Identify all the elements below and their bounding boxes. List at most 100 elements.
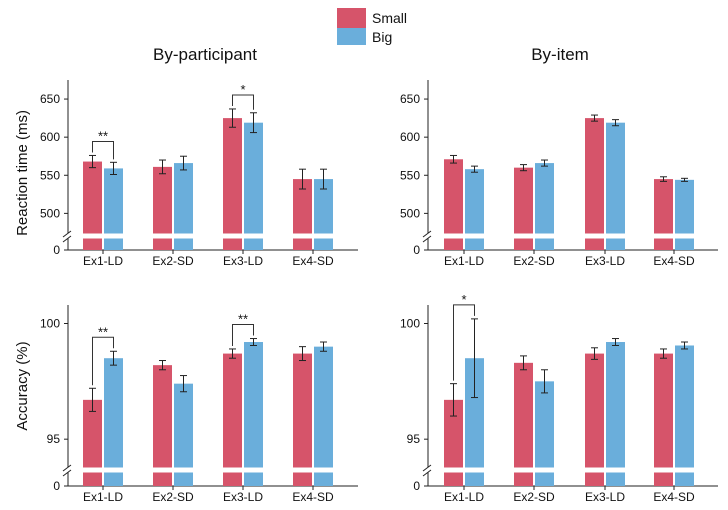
chart-panel-rt-item: 500 550 600 650 0 Ex1-LD Ex2-SD Ex3-LD Ex4-SD: [400, 80, 720, 268]
bar-small: [514, 362, 533, 486]
bar-small: [223, 118, 242, 250]
x-tick-label: Ex4-SD: [292, 490, 334, 504]
bar-small: [83, 399, 102, 486]
axis-break-mark: [62, 469, 72, 477]
x-tick-label: Ex1-LD: [444, 490, 484, 504]
x-tick-label: Ex1-LD: [444, 254, 484, 268]
bar-small: [585, 118, 604, 250]
bar-big: [244, 122, 263, 250]
legend-label-big: Big: [372, 29, 392, 45]
chart-panel-acc-participant: 95 100 0 Ex1-LD Ex2-SD Ex3-LD Ex4-SD ** **: [40, 305, 360, 504]
axis-break-mark: [422, 469, 432, 477]
column-title-by-item: By-item: [531, 45, 589, 64]
y-tick-label: 0: [413, 479, 420, 493]
y-tick-label: 500: [40, 206, 60, 220]
significance-bracket: [92, 140, 114, 160]
axis-break-mark: [422, 230, 432, 238]
y-tick-label: 0: [413, 243, 420, 257]
column-title-by-participant: By-participant: [153, 45, 257, 64]
bar-small: [153, 166, 172, 250]
axis-break-band: [62, 467, 360, 473]
bar-big: [174, 163, 193, 250]
y-tick-label: 0: [53, 243, 60, 257]
x-tick-label: Ex1-LD: [83, 490, 123, 504]
axis-break-mark: [62, 230, 72, 238]
bar-big: [314, 179, 333, 250]
significance-label: *: [461, 292, 466, 307]
chart-panel-acc-item: 95 100 0 Ex1-LD Ex2-SD Ex3-LD Ex4-SD *: [400, 292, 720, 504]
x-tick-label: Ex4-SD: [653, 490, 695, 504]
x-tick-label: Ex1-LD: [83, 254, 123, 268]
legend-label-small: Small: [372, 10, 407, 26]
bar-big: [675, 345, 694, 486]
bar-small: [444, 399, 463, 486]
axis-break-mark: [62, 464, 72, 472]
x-tick-label: Ex2-SD: [513, 490, 555, 504]
x-tick-label: Ex2-SD: [152, 254, 194, 268]
significance-bracket: [232, 94, 254, 110]
bar-big: [606, 122, 625, 250]
bar-small: [514, 167, 533, 250]
y-tick-label: 0: [53, 479, 60, 493]
legend: Small Big: [337, 8, 407, 45]
axis-break-mark: [422, 464, 432, 472]
y-tick-label: 600: [40, 130, 60, 144]
significance-label: **: [98, 128, 108, 143]
x-tick-label: Ex3-LD: [585, 254, 625, 268]
bar-big: [314, 346, 333, 486]
bar-big: [465, 358, 484, 486]
bar-big: [535, 381, 554, 486]
bar-big: [104, 168, 123, 250]
axis-break-band: [422, 233, 720, 239]
significance-bracket: [453, 304, 475, 381]
axis-break-band: [422, 467, 720, 473]
x-tick-label: Ex4-SD: [292, 254, 334, 268]
bar-big: [174, 383, 193, 486]
axis-break-band: [62, 233, 360, 239]
axis-break-mark: [422, 235, 432, 243]
legend-swatch-big: [337, 28, 366, 45]
y-tick-label: 500: [400, 206, 420, 220]
y-tick-label: 100: [40, 317, 60, 331]
x-tick-label: Ex3-LD: [223, 490, 263, 504]
y-tick-label: 600: [400, 130, 420, 144]
bar-big: [606, 342, 625, 486]
bar-small: [654, 353, 673, 486]
significance-label: **: [238, 312, 248, 327]
x-tick-label: Ex2-SD: [513, 254, 555, 268]
y-tick-label: 550: [40, 168, 60, 182]
significance-label: *: [240, 82, 245, 97]
x-tick-label: Ex2-SD: [152, 490, 194, 504]
y-tick-label: 95: [407, 432, 421, 446]
bar-big: [465, 169, 484, 250]
y-tick-label: 650: [400, 92, 420, 106]
bar-small: [293, 353, 312, 486]
bar-big: [535, 163, 554, 250]
y-tick-label: 550: [400, 168, 420, 182]
bar-small: [654, 179, 673, 250]
y-tick-label: 650: [40, 92, 60, 106]
y-axis-label-reaction-time: Reaction time (ms): [14, 110, 31, 236]
bar-big: [244, 342, 263, 486]
bar-small: [223, 353, 242, 486]
axis-break-mark: [62, 235, 72, 243]
legend-swatch-small: [337, 8, 366, 28]
y-axis-label-accuracy: Accuracy (%): [14, 341, 31, 430]
bar-big: [675, 179, 694, 250]
significance-bracket: [232, 324, 254, 346]
y-tick-label: 95: [47, 432, 61, 446]
bar-small: [585, 353, 604, 486]
bar-small: [153, 365, 172, 486]
x-tick-label: Ex3-LD: [223, 254, 263, 268]
significance-bracket: [92, 336, 114, 386]
y-tick-label: 100: [400, 317, 420, 331]
bar-big: [104, 358, 123, 486]
bar-small: [444, 159, 463, 250]
bar-small: [293, 179, 312, 250]
bar-small: [83, 161, 102, 250]
x-tick-label: Ex4-SD: [653, 254, 695, 268]
significance-label: **: [98, 324, 108, 339]
